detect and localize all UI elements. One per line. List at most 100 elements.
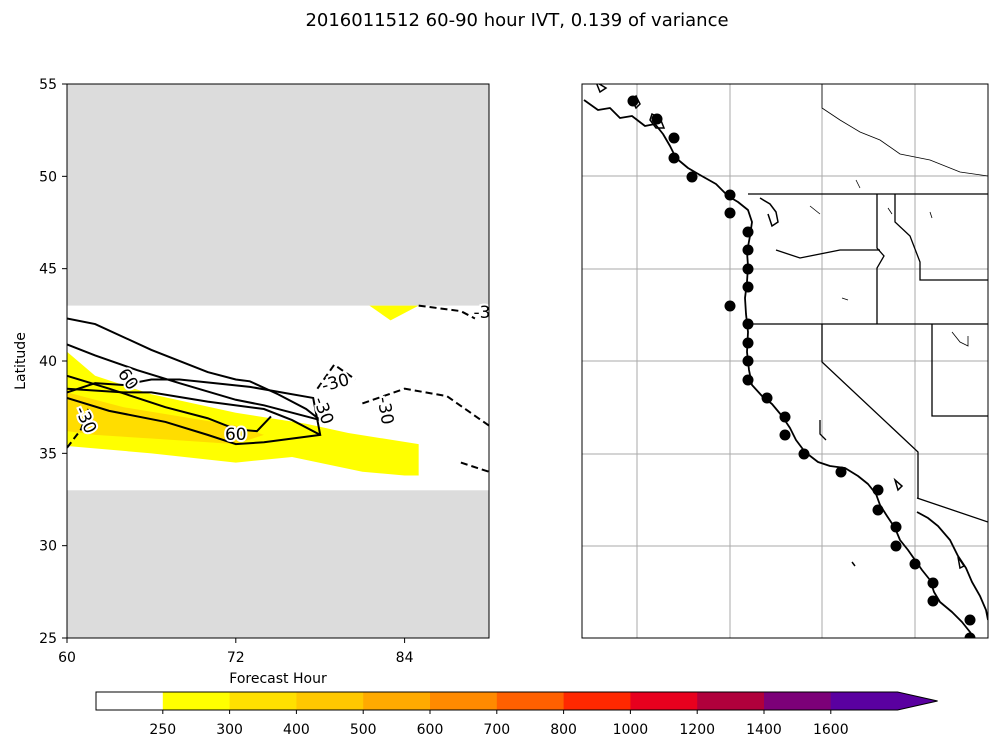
station-marker (927, 577, 939, 589)
island (851, 561, 856, 567)
x-axis-label: Forecast Hour (229, 671, 327, 687)
island (957, 556, 966, 570)
y-tick-label: 50 (39, 169, 57, 185)
y-tick-label: 25 (39, 631, 57, 647)
colorbar-tick-label: 250 (149, 722, 176, 738)
colorbar-tick-label: 1600 (813, 722, 849, 738)
colorbar-segment (630, 692, 698, 710)
station-marker (835, 466, 847, 478)
station-marker (627, 95, 639, 107)
negative-contour-line (460, 461, 489, 473)
station-marker (742, 226, 754, 238)
x-tick-label: 84 (396, 650, 414, 666)
colorbar: 250 300 400 500 600 700 800 1000 1200 1400 1600 (95, 691, 938, 738)
y-tick-label: 35 (39, 446, 57, 462)
colorbar-tick-label: 800 (550, 722, 577, 738)
station-marker (798, 448, 810, 460)
map-gridlines (582, 84, 988, 638)
colorbar-tick-label: 400 (283, 722, 310, 738)
negative-contour-line (316, 363, 356, 390)
colorbar-tick-label: 1200 (679, 722, 715, 738)
station-marker (742, 244, 754, 256)
station-marker (742, 281, 754, 293)
colorbar-segment (496, 692, 565, 710)
station-marker (890, 540, 902, 552)
negative-contour-line (362, 387, 489, 427)
station-marker (872, 484, 884, 496)
colorbar-tick-label: 1400 (746, 722, 782, 738)
island (595, 84, 608, 94)
colorbar-tick-label: 500 (350, 722, 377, 738)
colorbar-segment (162, 692, 231, 710)
colorbar-segment (96, 692, 164, 710)
y-tick-label: 30 (39, 539, 57, 555)
x-tick-label: 72 (227, 650, 245, 666)
contour-label: -30 (309, 394, 337, 427)
negative-contour-line (418, 304, 476, 320)
colorbar-tick-label: 300 (216, 722, 243, 738)
station-marker (742, 355, 754, 367)
colorbar-segment (296, 692, 364, 710)
ivt-filled-region (369, 305, 419, 321)
station-marker (761, 392, 773, 404)
ivt-filled-region (67, 392, 264, 445)
station-marker (890, 521, 902, 533)
station-marker (742, 374, 754, 386)
masked-region (67, 490, 489, 638)
station-marker (927, 595, 939, 607)
map-panel-frame (581, 83, 989, 639)
puget-sound (759, 197, 779, 228)
station-marker (724, 207, 736, 219)
colorbar-segment (764, 692, 832, 710)
station-marker (724, 300, 736, 312)
negative-contour-line (67, 408, 90, 449)
station-marker (909, 558, 921, 570)
masked-region (67, 84, 489, 306)
station-marker (724, 189, 736, 201)
colorbar-tick-label: 700 (483, 722, 510, 738)
borders (748, 193, 988, 523)
y-tick-label: 40 (39, 354, 57, 370)
positive-contour-line (67, 317, 321, 422)
ivt-filled-region (67, 351, 419, 476)
x-tick-label: 60 (58, 650, 76, 666)
station-marker (779, 411, 791, 423)
gulf-coast (916, 511, 988, 621)
station-marker (668, 132, 680, 144)
rivers (809, 84, 988, 347)
y-tick-label: 45 (39, 262, 57, 278)
colorbar-tick-label: 600 (417, 722, 444, 738)
station-marker (686, 171, 698, 183)
figure-title: 2016011512 60-90 hour IVT, 0.139 of vari… (305, 10, 728, 31)
contour-label: 60 (225, 425, 247, 445)
station-marker (742, 318, 754, 330)
colorbar-segment (563, 692, 631, 710)
map-area (582, 84, 988, 638)
station-marker (872, 504, 884, 516)
positive-contour-line (67, 378, 322, 446)
station-marker (964, 614, 976, 626)
station-marker (742, 337, 754, 349)
island (893, 477, 904, 492)
station-marker (742, 263, 754, 275)
station-marker (779, 429, 791, 441)
colorbar-segment (697, 692, 765, 710)
map-panel (581, 83, 989, 639)
station-marker (964, 632, 976, 638)
contour-label: -30 (373, 395, 398, 426)
y-axis-label: Latitude (13, 332, 29, 390)
positive-contour-line (67, 374, 272, 433)
contour-label: -3 (473, 303, 490, 323)
contour-axes: 60 72 84 25 30 35 40 45 50 55 (39, 77, 413, 666)
contour-label: -30 (320, 370, 352, 397)
colorbar-segment (229, 692, 297, 710)
colorbar-segment (363, 692, 431, 710)
colorbar-segment (830, 692, 938, 710)
y-tick-label: 55 (39, 77, 57, 93)
station-markers (627, 95, 976, 638)
colorbar-tick-label: 1000 (613, 722, 649, 738)
station-marker (651, 113, 663, 125)
